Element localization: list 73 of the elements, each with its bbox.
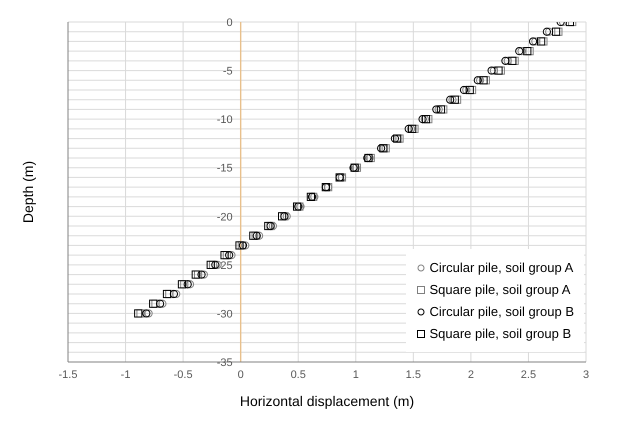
x-tick-label: 3 <box>582 368 590 381</box>
point <box>523 47 532 56</box>
point <box>545 28 554 36</box>
point <box>241 241 250 250</box>
x-tick-label: 2 <box>468 368 474 381</box>
point <box>134 309 142 318</box>
point <box>197 270 206 279</box>
point <box>192 270 200 279</box>
point <box>225 251 234 260</box>
point <box>476 76 484 84</box>
legend-label: Square pile, soil group B <box>429 326 572 341</box>
point <box>200 270 208 279</box>
point <box>436 105 446 114</box>
point <box>504 56 512 65</box>
y-tick-label: -10 <box>216 114 233 126</box>
point <box>517 47 526 56</box>
point <box>552 28 560 36</box>
point <box>508 56 516 65</box>
legend-label: Circular pile, soil group B <box>429 304 574 319</box>
point <box>162 290 172 298</box>
point <box>479 76 488 84</box>
point <box>149 300 158 308</box>
point <box>450 96 459 104</box>
point <box>254 232 264 240</box>
point <box>144 309 153 318</box>
point <box>494 66 503 75</box>
point <box>206 260 215 269</box>
point <box>446 96 454 104</box>
point <box>142 309 150 318</box>
point <box>460 86 468 94</box>
x-tick-label: 1 <box>352 368 359 381</box>
point <box>156 300 164 308</box>
point <box>264 222 272 230</box>
point <box>490 66 498 75</box>
x-tick-label: 2.5 <box>520 368 536 381</box>
point <box>249 232 258 240</box>
point <box>178 280 186 288</box>
point <box>172 290 180 298</box>
point <box>462 86 470 94</box>
point <box>531 37 540 46</box>
x-tick-label: 0 <box>238 368 244 381</box>
point <box>418 115 427 124</box>
point <box>528 37 538 46</box>
point <box>227 251 236 260</box>
point <box>220 251 229 260</box>
legend-label: Square pile, soil group A <box>429 282 570 297</box>
point <box>282 212 291 220</box>
point <box>186 280 194 288</box>
point <box>542 28 551 36</box>
point <box>466 86 474 94</box>
point <box>170 290 178 298</box>
x-tick-label: -1.5 <box>58 368 78 381</box>
y-tick-label: -30 <box>216 308 233 320</box>
point <box>390 134 400 143</box>
x-tick-label: 1.5 <box>406 368 421 381</box>
y-tick-label: -5 <box>222 66 233 78</box>
point <box>235 241 244 250</box>
y-tick-label: 0 <box>226 17 233 29</box>
legend-label: Circular pile, soil group A <box>429 260 574 275</box>
point <box>448 96 457 104</box>
point <box>501 56 510 65</box>
point <box>432 105 440 114</box>
y-tick-label: -15 <box>216 162 233 175</box>
x-tick-label: 0.5 <box>290 368 306 381</box>
point <box>474 76 482 84</box>
y-tick-label: -20 <box>216 211 233 224</box>
x-tick-label: -1 <box>120 368 130 381</box>
point <box>515 47 524 56</box>
x-axis-title: Horizontal displacement (m) <box>240 393 414 409</box>
y-axis-title: Depth (m) <box>20 160 36 224</box>
x-tick-label: -0.5 <box>174 368 193 381</box>
point <box>184 280 192 288</box>
point <box>404 124 413 133</box>
